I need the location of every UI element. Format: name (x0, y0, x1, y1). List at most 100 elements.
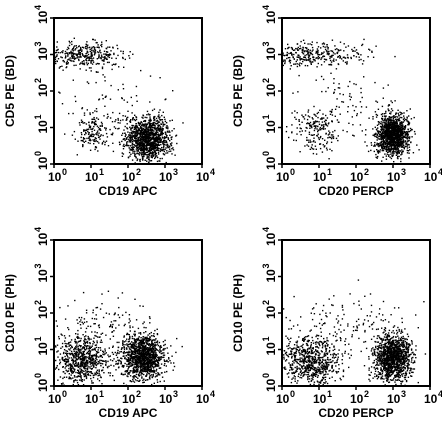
data-point-pop0 (342, 56, 345, 59)
data-point-pop3 (397, 143, 399, 146)
data-point-pop1 (139, 152, 141, 154)
data-point-pop0 (65, 362, 67, 364)
data-point-pop0 (98, 54, 100, 56)
data-point-pop2 (93, 116, 95, 119)
data-point-pop1 (149, 349, 152, 351)
data-point-pop0 (83, 359, 85, 362)
data-point-pop0 (75, 346, 78, 348)
data-point-pop2 (296, 127, 298, 129)
data-point-pop1 (138, 124, 140, 126)
data-point-pop1 (138, 371, 141, 373)
data-point-pop1 (141, 154, 143, 156)
data-point-pop3 (81, 107, 83, 110)
data-point-pop1 (143, 130, 145, 133)
data-point-pop1 (123, 347, 125, 349)
data-point-pop2 (86, 109, 88, 111)
data-point-pop0 (71, 370, 73, 372)
data-point-pop1 (132, 342, 134, 344)
data-point-pop1 (134, 130, 136, 133)
data-point-pop0 (122, 52, 124, 55)
data-point-pop0 (87, 350, 90, 353)
data-point-pop0 (72, 354, 74, 356)
data-point-pop1 (137, 141, 139, 143)
data-point-pop0 (105, 352, 107, 354)
data-point-pop1 (127, 375, 129, 378)
data-point-pop1 (128, 340, 130, 342)
y-tick-exponent: 0 (33, 151, 43, 156)
data-point-pop1 (391, 121, 393, 124)
data-point-pop1 (143, 154, 145, 156)
data-point-pop1 (164, 137, 166, 140)
data-point-pop1 (151, 142, 154, 144)
data-point-pop1 (418, 149, 420, 151)
data-point-pop1 (149, 136, 152, 139)
data-point-pop1 (139, 140, 142, 142)
data-point-pop1 (117, 363, 119, 365)
y-tick-base: 10 (36, 120, 50, 134)
data-point-pop0 (72, 57, 74, 59)
data-point-pop0 (62, 382, 64, 384)
data-point-pop2 (312, 148, 315, 150)
data-point-pop1 (160, 346, 163, 348)
data-point-pop2 (99, 135, 102, 137)
data-point-pop1 (384, 139, 387, 141)
data-point-pop1 (144, 338, 147, 340)
data-point-pop1 (404, 126, 407, 128)
data-point-pop0 (108, 356, 110, 358)
data-point-pop0 (79, 49, 82, 51)
data-point-pop1 (140, 374, 142, 376)
data-point-pop1 (387, 155, 390, 157)
data-point-pop1 (132, 368, 135, 370)
data-point-pop0 (86, 64, 89, 66)
data-point-pop0 (66, 343, 68, 345)
data-point-pop1 (389, 112, 391, 115)
data-point-pop0 (330, 50, 332, 52)
data-point-pop1 (408, 157, 410, 159)
data-point-pop3 (339, 93, 341, 95)
data-point-pop0 (312, 59, 315, 61)
data-point-pop1 (129, 148, 131, 150)
data-point-pop0 (97, 44, 99, 46)
data-point-pop1 (396, 157, 399, 159)
data-point-pop2 (307, 111, 309, 113)
data-point-pop1 (141, 142, 144, 144)
data-point-pop1 (164, 118, 166, 121)
data-point-pop1 (129, 140, 132, 143)
data-point-pop0 (89, 356, 91, 359)
data-point-pop2 (325, 132, 327, 135)
data-point-pop1 (395, 150, 397, 152)
data-point-pop1 (407, 150, 409, 152)
data-point-pop1 (381, 123, 383, 125)
data-point-pop0 (83, 364, 86, 366)
data-point-pop0 (86, 41, 88, 43)
data-point-pop1 (135, 365, 138, 367)
data-point-pop0 (73, 375, 76, 377)
data-point-pop1 (148, 343, 150, 345)
data-point-pop0 (312, 56, 314, 58)
data-point-pop1 (397, 127, 400, 129)
data-point-pop1 (148, 358, 151, 360)
data-point-pop1 (135, 363, 138, 365)
data-point-pop1 (403, 135, 405, 137)
data-point-pop0 (83, 379, 85, 381)
data-point-pop1 (144, 145, 146, 147)
data-point-pop1 (130, 357, 133, 359)
data-point-pop3 (349, 80, 351, 83)
data-point-pop1 (381, 117, 383, 120)
data-point-pop1 (388, 139, 390, 141)
x-tick-exponent: 2 (136, 167, 141, 177)
data-point-pop0 (332, 52, 335, 54)
data-point-pop0 (302, 53, 305, 55)
data-point-pop1 (399, 134, 401, 136)
data-point-pop1 (145, 327, 147, 329)
data-point-pop1 (134, 150, 136, 152)
data-point-pop1 (149, 343, 151, 346)
data-point-pop1 (163, 143, 165, 145)
data-point-pop2 (91, 128, 93, 131)
data-point-pop2 (81, 120, 84, 123)
data-point-pop1 (151, 361, 154, 364)
data-point-pop0 (122, 56, 124, 59)
data-point-pop1 (390, 139, 392, 141)
data-point-pop0 (89, 357, 92, 360)
data-point-pop0 (75, 354, 77, 357)
